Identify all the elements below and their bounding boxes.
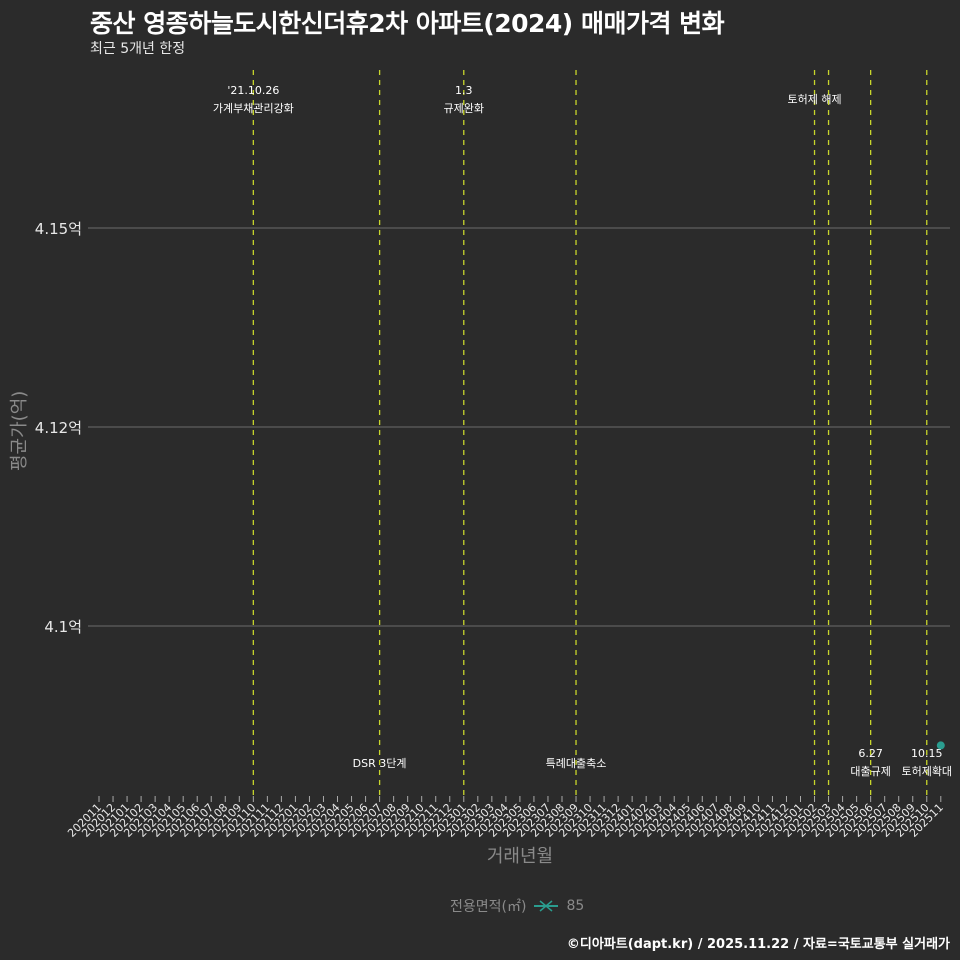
event-label: 토허제확대 [901,765,952,778]
event-date: '21.10.26 [227,84,279,97]
footer-credit: ©디아파트(dapt.kr) / 2025.11.22 / 자료=국토교통부 실… [566,937,950,952]
event-label: DSR 3단계 [353,757,407,770]
data-point [936,741,945,750]
legend: 전용면적(㎡) 85 [450,896,584,916]
event-date: 6.27 [858,747,883,760]
legend-key-icon [534,898,559,914]
event-date: 1.3 [455,84,473,97]
event-label: 특례대출축소 [546,757,607,770]
legend-title: 전용면적(㎡) [450,899,527,915]
legend-item-label: 85 [566,898,585,914]
chart-title: 중산 영종하늘도시한신더휴2차 아파트(2024) 매매가격 변화 [90,9,725,38]
chart-subtitle: 최근 5개년 한정 [90,41,186,57]
y-tick-label: 4.15억 [34,220,82,238]
event-label: 가계부채관리강화 [213,102,294,115]
y-tick-label: 4.12억 [34,419,82,437]
event-label: 토허제 해제 [787,92,841,106]
event-label: 대출규제 [850,765,890,778]
x-axis-label: 거래년월 [486,846,554,867]
y-tick-label: 4.1억 [44,618,82,636]
event-date: 10.15 [911,747,943,760]
event-label: 규제완화 [444,102,484,115]
